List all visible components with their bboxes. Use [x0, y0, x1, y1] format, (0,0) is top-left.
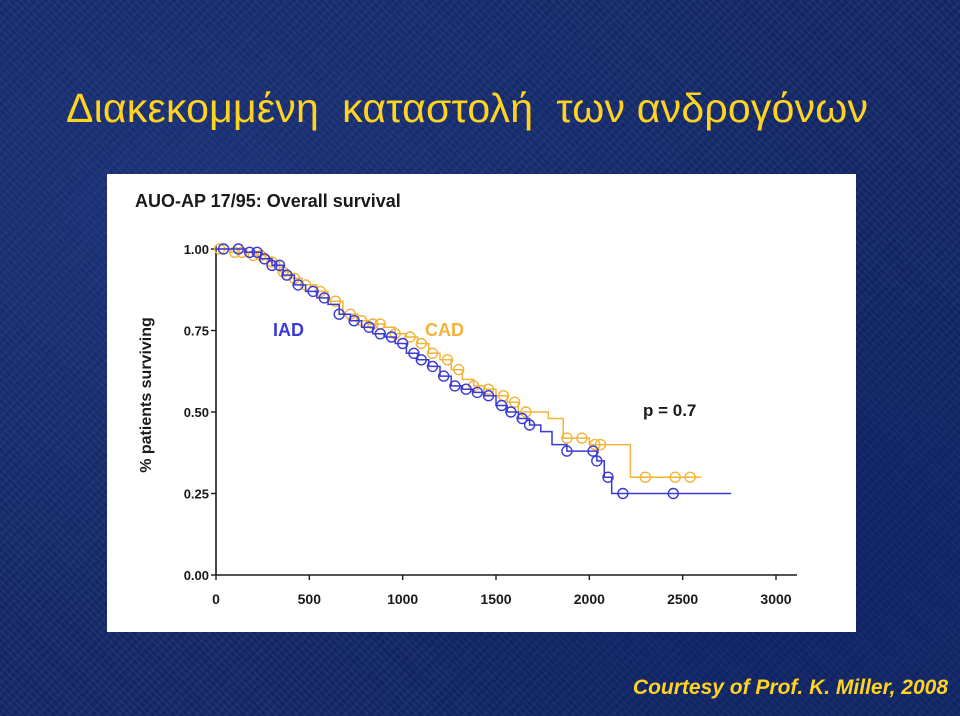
series-cad-censor-marker — [639, 471, 651, 483]
series-cad-censor-marker — [482, 383, 495, 395]
series-iad-censor-marker — [587, 445, 599, 457]
series-iad-censor-marker — [258, 253, 271, 265]
y-tick-label: 0.25 — [184, 487, 209, 502]
series-iad-censor-marker — [523, 419, 536, 431]
series-iad-censor-marker — [438, 370, 450, 382]
legend-label-iad: IAD — [273, 320, 304, 340]
series-cad-censor-marker — [415, 337, 427, 350]
x-tick-label: 500 — [298, 591, 322, 607]
credit-text: Courtesy of Prof. K. Miller, 2008 — [632, 676, 948, 699]
series-iad-censor-marker — [495, 399, 508, 412]
series-iad-censor-marker — [363, 321, 375, 333]
series-iad-censor-marker — [318, 292, 331, 304]
chart-title: AUO-AP 17/95: Overall survival — [135, 191, 401, 211]
survival-chart: AUO-AP 17/95: Overall survival % patient… — [135, 191, 797, 607]
y-axis-label: % patients surviving — [138, 317, 155, 473]
series-iad-censor-marker — [415, 354, 427, 366]
series-cad-censor-marker — [247, 249, 260, 262]
series-iad-censor-marker — [617, 487, 629, 500]
x-tick-label: 1000 — [387, 591, 418, 607]
series-cad-censor-marker — [228, 246, 241, 259]
series-cad-censor-marker — [520, 406, 532, 418]
series-cad-line — [216, 248, 702, 478]
y-tick-label: 0.00 — [184, 568, 209, 583]
series-cad-censor-marker — [684, 471, 696, 483]
series-iad-censor-marker — [516, 412, 528, 425]
plot-area — [213, 243, 732, 500]
series-iad-censor-marker — [243, 246, 256, 259]
series-iad-censor-marker — [561, 445, 573, 457]
series-iad-censor-marker — [385, 331, 398, 343]
series-iad-censor-marker — [333, 308, 345, 320]
series-iad-censor-marker — [505, 406, 517, 418]
series-cad-censor-marker — [441, 354, 454, 366]
series-iad-censor-marker — [232, 243, 245, 255]
series-iad-censor-marker — [292, 279, 304, 291]
series-iad-censor-marker — [281, 269, 293, 281]
series-cad-censor-marker — [509, 396, 521, 408]
series-cad-censor-marker — [453, 363, 465, 376]
series-cad-censor-marker — [589, 438, 601, 451]
series-iad-censor-marker — [217, 243, 230, 255]
series-iad-censor-marker — [482, 389, 495, 402]
series-iad-censor-marker — [397, 337, 409, 350]
series-iad-censor-marker — [426, 360, 439, 373]
x-tick-label: 0 — [212, 591, 220, 607]
series-cad-censor-marker — [404, 331, 416, 343]
series-cad-censor-marker — [561, 432, 573, 444]
x-tick-label: 3000 — [760, 591, 791, 607]
slide-title: Διακεκομμένη καταστολή των ανδρογόνων — [66, 85, 869, 131]
y-tick-label: 1.00 — [184, 242, 209, 257]
series-cad-censor-marker — [669, 471, 681, 483]
series-iad-censor-marker — [374, 328, 386, 340]
series-iad-censor-marker — [266, 259, 278, 272]
series-iad-censor-marker — [591, 455, 603, 467]
series-cad-censor-marker — [594, 438, 607, 451]
series-cad-censor-marker — [266, 256, 278, 268]
series-cad-censor-marker — [426, 347, 439, 360]
x-tick-label: 2500 — [667, 591, 698, 607]
x-tick-label: 1500 — [480, 591, 511, 607]
chart-panel: AUO-AP 17/95: Overall survival % patient… — [107, 174, 856, 632]
p-value-annotation: p = 0.7 — [643, 401, 696, 420]
series-iad-censor-marker — [667, 487, 679, 500]
series-iad-censor-marker — [251, 246, 263, 259]
series-iad-censor-marker — [449, 380, 461, 392]
axes: 0.00 0.25 0.50 0.75 1.00 0 500 1000 1500 2000 2500… — [184, 242, 797, 607]
x-tick-label: 2000 — [574, 591, 605, 607]
series-cad-censor-marker — [329, 295, 342, 307]
y-tick-label: 0.75 — [184, 324, 209, 339]
series-cad-censor-marker — [255, 249, 267, 262]
series-iad-censor-marker — [348, 314, 360, 327]
legend-label-cad: CAD — [425, 320, 464, 340]
y-tick-label: 0.50 — [184, 405, 209, 420]
series-iad-censor-marker — [471, 386, 483, 399]
series-iad-censor-marker — [460, 383, 472, 395]
series-iad-censor-marker — [408, 347, 420, 360]
series-cad-censor-marker — [576, 432, 588, 444]
series-iad-censor-marker — [307, 285, 319, 298]
series-iad-censor-marker — [273, 259, 286, 272]
series-iad-censor-marker — [602, 471, 614, 483]
